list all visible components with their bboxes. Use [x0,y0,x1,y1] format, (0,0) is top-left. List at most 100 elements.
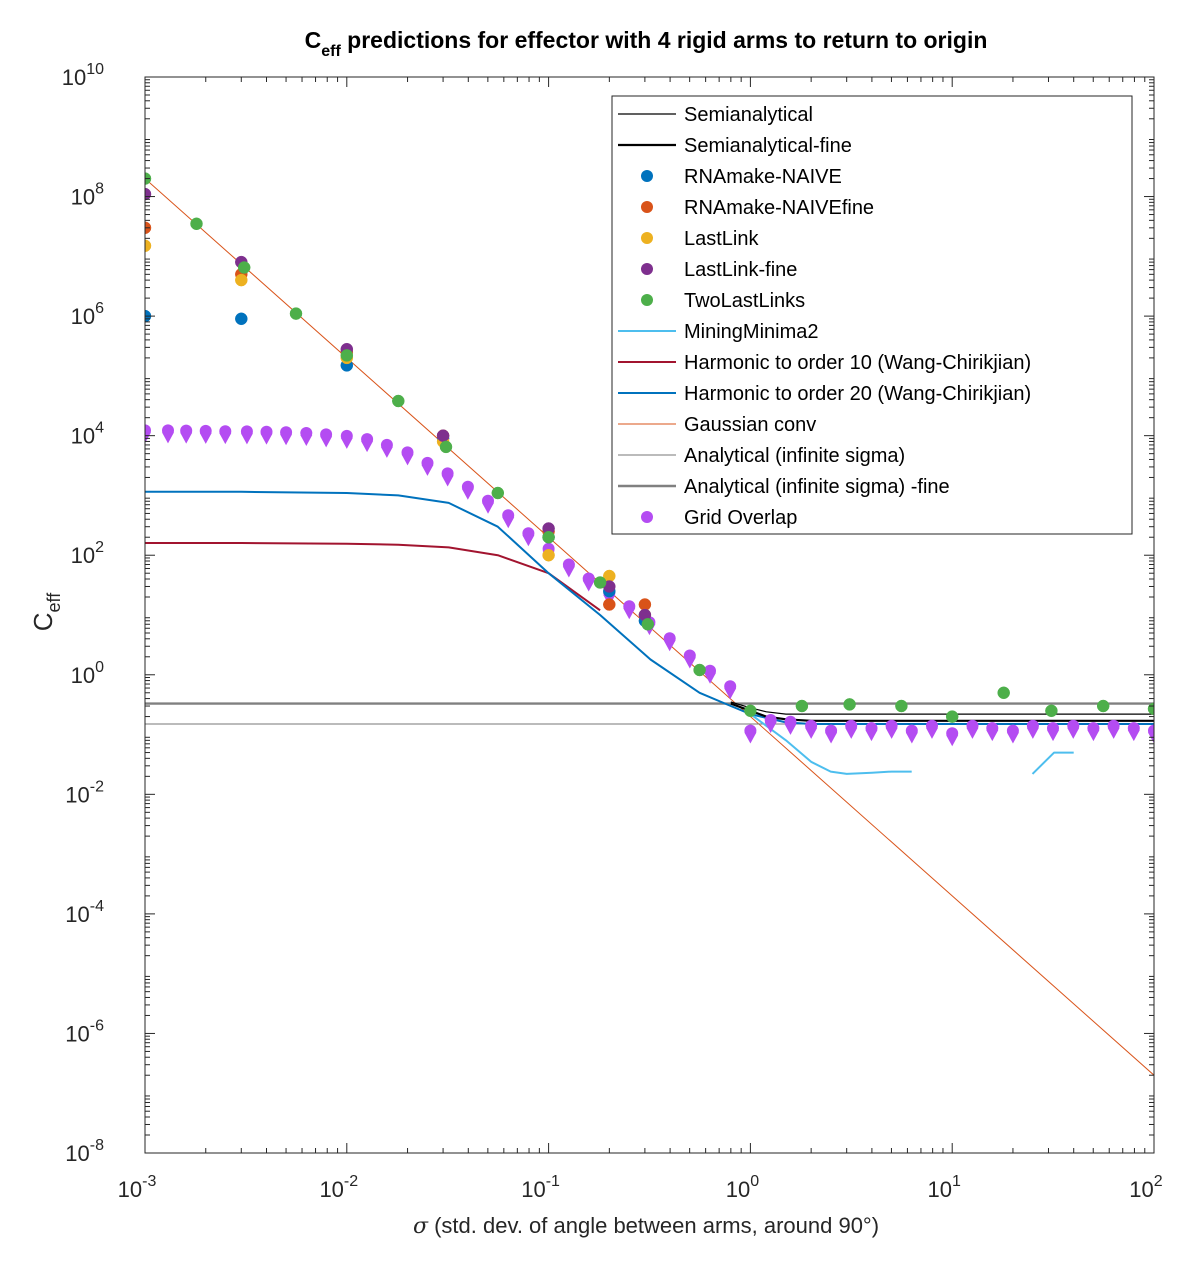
y-tick-label: 100 [71,659,104,688]
series-grid-overlap-point [180,424,193,437]
series-twolastlinks-point [1096,699,1110,713]
series-lastlink-point [542,548,555,562]
series-grid-overlap-point [562,558,575,571]
series-grid-overlap-point [905,724,918,737]
series-twolastlinks-point [641,618,655,631]
y-tick-label: 108 [71,181,104,210]
chart-title: Ceff predictions for effector with 4 rig… [305,27,988,60]
series-rnamake-naivefine-point [638,598,652,611]
legend-miningminima2-label: MiningMinima2 [684,321,819,343]
series-rnamake-naivefine-point [603,598,616,611]
y-axis-label-sub: eff [44,592,64,613]
legend-rnamake-naive-label: RNAmake-NAIVE [684,166,842,188]
series-grid-overlap-point [764,714,777,726]
series-grid-overlap-point [361,433,374,446]
legend-box [611,95,1133,535]
legend-analytical-infinite-sigma-fine-label: Analytical (infinite sigma) -fine [684,476,950,498]
chart-title-main: C [305,27,322,53]
x-axis-label-text: (std. dev. of angle between arms, around… [428,1213,879,1238]
x-tick-label: 10-2 [319,1173,358,1202]
y-tick-label: 10-2 [65,778,104,807]
series-grid-overlap-point [421,456,434,469]
series-grid-overlap-point [280,426,293,439]
series-grid-overlap-point [865,722,878,735]
series-grid-overlap-point [784,715,797,728]
series-grid-overlap-point [482,494,494,507]
y-tick-label: 10-6 [65,1017,104,1046]
legend-twolastlinks-swatch [641,294,653,306]
y-axis-label: Ceff [28,592,64,631]
series-grid-overlap-point [1067,719,1080,732]
legend-lastlink-fine-swatch [641,263,653,275]
legend: Semianalytical Semianalytical-fine RNAmake… [611,95,1133,535]
series-rnamake-naive-point [235,312,248,326]
series-grid-overlap-point [1148,724,1154,737]
tick-layer: 10-3 10-2 10-1 100 101 102 10-8 10-6 10-4 10-2 100… [62,61,1163,1202]
series-grid-overlap-point [522,527,535,540]
series-semianalytical-fine-line [730,702,1154,722]
legend-analytical-infinite-sigma-label: Analytical (infinite sigma) [684,445,905,467]
series-grid-overlap-point [663,632,676,645]
series-twolastlinks-point [491,486,505,500]
series-twolastlinks-point [895,699,908,713]
series-lastlink-fine-point [145,187,152,201]
series-grid-overlap-point [805,719,818,732]
series-lastlink-point [235,273,248,287]
series-grid-overlap-point [199,424,212,437]
legend-lastlink-fine-label: LastLink-fine [684,259,797,281]
series-lastlink-fine-point [436,429,450,442]
series-layer [145,172,1154,1076]
series-twolastlinks-point [997,686,1010,700]
y-tick-label: 10-4 [65,898,104,927]
legend-grid-overlap-swatch [641,511,653,523]
legend-gaussian-conv-label: Gaussian conv [684,414,816,436]
series-grid-overlap-point [683,649,696,662]
series-grid-overlap-point [744,724,757,737]
series-grid-overlap-point [1087,722,1100,735]
series-grid-overlap-point [145,424,151,437]
series-grid-overlap-point [1006,724,1019,737]
series-grid-overlap-point [219,425,232,438]
series-grid-overlap-point [724,680,737,693]
series-grid-overlap-point [1047,722,1059,735]
series-grid-overlap-point [260,425,273,438]
series-grid-overlap-point [704,664,716,677]
x-tick-label: 102 [1129,1173,1162,1202]
series-grid-overlap-point [986,722,999,735]
series-grid-overlap-point [825,724,838,737]
y-axis-label-main: C [28,612,58,631]
series-twolastlinks-point [1045,704,1058,718]
series-grid-overlap-point [623,600,636,613]
series-twolastlinks-point [439,440,453,454]
series-twolastlinks-point [843,698,856,711]
y-tick-label: 1010 [62,61,104,90]
legend-rnamake-naivefine-label: RNAmake-NAIVEfine [684,197,874,219]
series-miningminima2-line [749,713,912,775]
series-semianalytical-line [730,701,1154,715]
series-grid-overlap-point [946,727,959,740]
series-grid-overlap-point [461,480,474,493]
series-grid-overlap-point [240,425,253,438]
x-axis-label-symbol: σ [413,1214,429,1239]
legend-harmonic-to-order-20-wang-chirikjian-label: Harmonic to order 20 (Wang-Chirikjian) [684,383,1031,405]
chart-title-rest: predictions for effector with 4 rigid ar… [341,27,988,53]
series-twolastlinks-point [392,394,405,408]
legend-semianalytical-fine-label: Semianalytical-fine [684,135,852,157]
series-twolastlinks-point [693,663,706,677]
chart-title-sub: eff [321,43,341,60]
y-tick-label: 10-8 [65,1137,104,1166]
legend-lastlink-label: LastLink [684,228,759,250]
series-grid-overlap-point [1127,722,1140,735]
series-grid-overlap-point [1026,719,1039,732]
legend-semianalytical-label: Semianalytical [684,104,813,126]
series-grid-overlap-point [885,719,898,732]
series-grid-overlap-point [401,446,414,459]
series-grid-overlap-point [300,427,313,439]
series-grid-overlap-point [441,467,454,480]
legend-grid-overlap-label: Grid Overlap [684,507,797,529]
series-harmonic-to-order-10-wang-chirikjian-line [145,542,601,612]
legend-rnamake-naivefine-swatch [641,201,653,213]
plot-frame [144,76,1155,1154]
series-grid-overlap-point [1107,719,1120,732]
